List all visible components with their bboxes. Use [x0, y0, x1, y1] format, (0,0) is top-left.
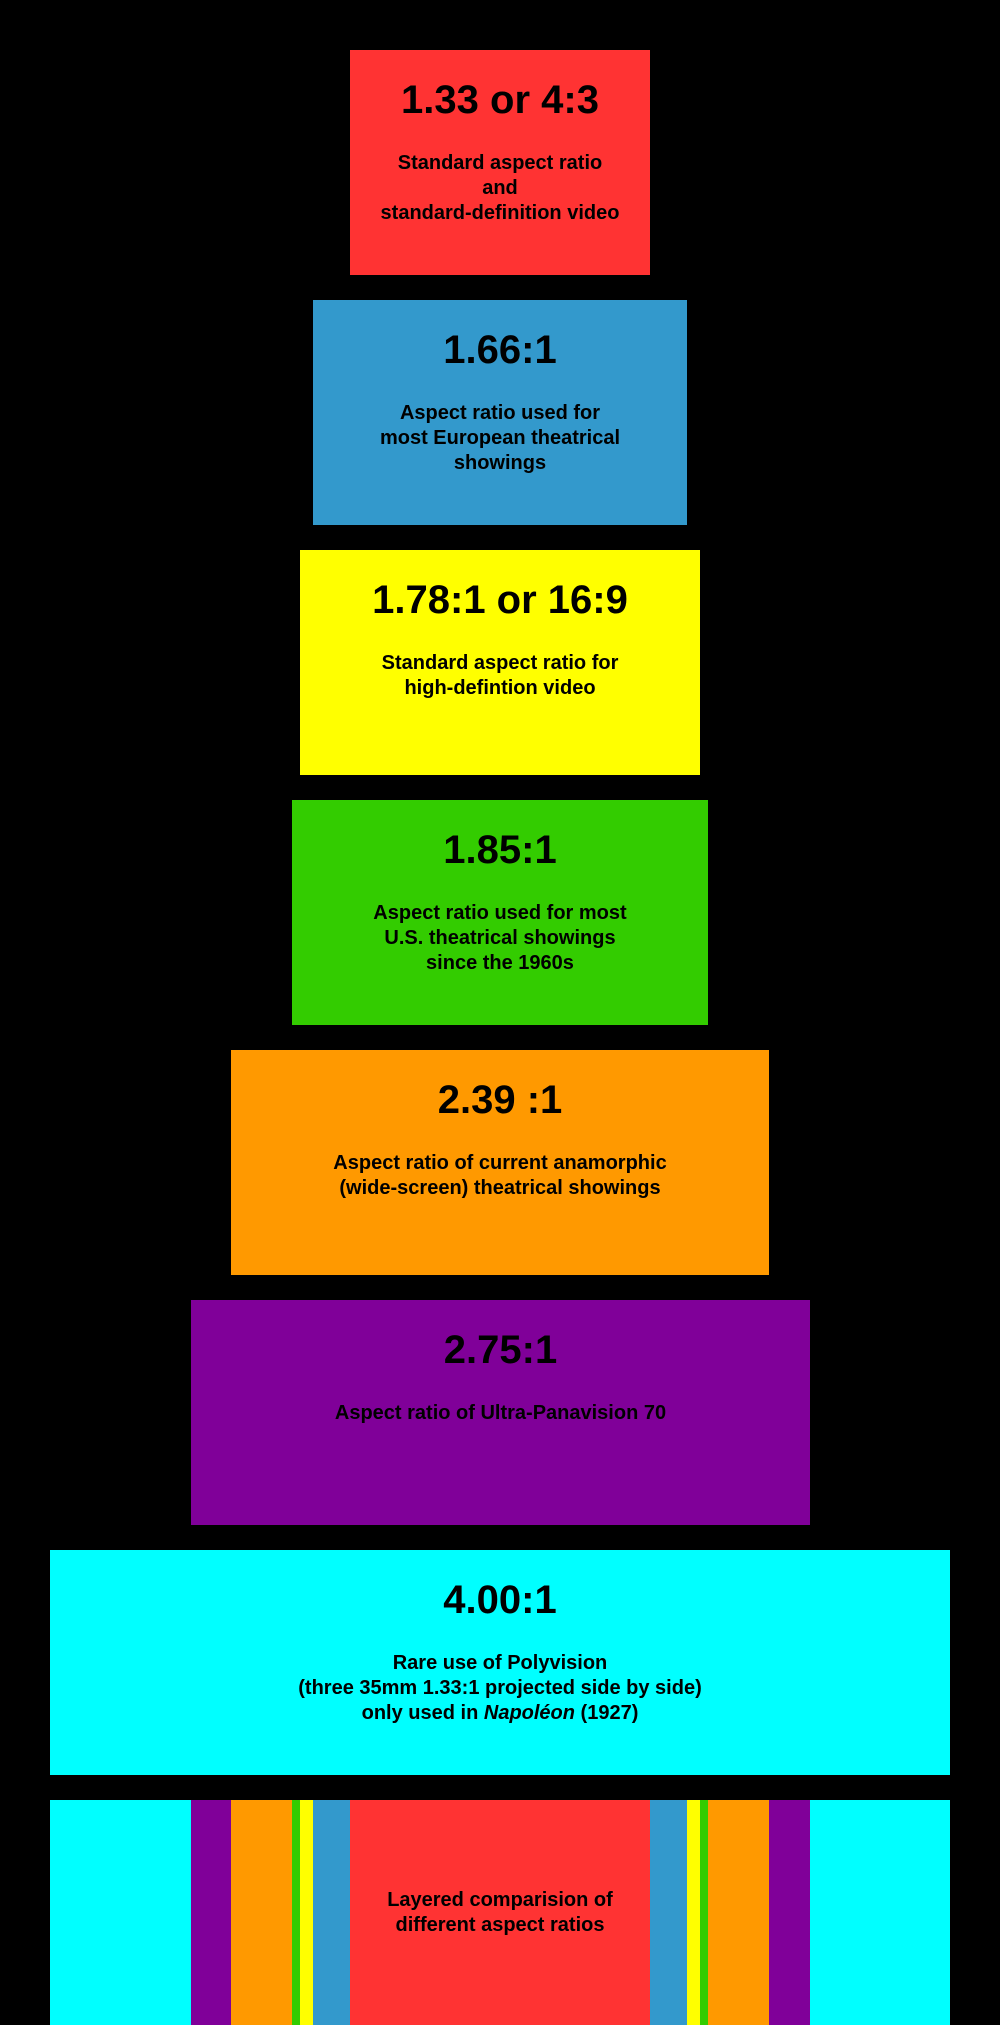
ratio-16-9-desc: Standard aspect ratio forhigh-defintion …: [382, 651, 619, 701]
ratio-1-85-title: 1.85:1: [443, 828, 556, 873]
ratio-4-00-desc: Rare use of Polyvision(three 35mm 1.33:1…: [298, 1651, 702, 1726]
ratio-2-75-desc: Aspect ratio of Ultra-Panavision 70: [335, 1401, 666, 1426]
ratio-4-00-title: 4.00:1: [443, 1578, 556, 1623]
ratio-1-66: 1.66:1 Aspect ratio used formost European…: [313, 300, 687, 525]
layered-comparison-desc: Layered comparision ofdifferent aspect r…: [387, 1888, 613, 1938]
ratio-2-39-title: 2.39 :1: [438, 1078, 563, 1123]
ratio-1-66-desc: Aspect ratio used formost European theat…: [380, 401, 620, 476]
ratio-4-3-desc: Standard aspect ratioandstandard-definit…: [381, 151, 620, 226]
ratio-1-85-desc: Aspect ratio used for mostU.S. theatrica…: [373, 901, 626, 976]
ratio-2-39: 2.39 :1 Aspect ratio of current anamorphi…: [231, 1050, 769, 1275]
ratio-2-75: 2.75:1 Aspect ratio of Ultra-Panavision 7…: [191, 1300, 810, 1525]
aspect-ratio-diagram: 1.33 or 4:3 Standard aspect ratioandstand…: [0, 0, 1000, 1999]
ratio-4-3-title: 1.33 or 4:3: [401, 78, 599, 123]
ratio-4-3: 1.33 or 4:3 Standard aspect ratioandstand…: [350, 50, 650, 275]
ratio-1-85: 1.85:1 Aspect ratio used for mostU.S. the…: [292, 800, 708, 1025]
ratio-16-9-title: 1.78:1 or 16:9: [372, 578, 628, 623]
ratio-4-00: 4.00:1 Rare use of Polyvision(three 35mm …: [50, 1550, 950, 1775]
ratio-2-75-title: 2.75:1: [444, 1328, 557, 1373]
ratio-16-9: 1.78:1 or 16:9 Standard aspect ratio forh…: [300, 550, 700, 775]
layered-comparison: Layered comparision ofdifferent aspect r…: [50, 1800, 950, 2025]
ratio-1-66-title: 1.66:1: [443, 328, 556, 373]
ratio-2-39-desc: Aspect ratio of current anamorphic(wide-…: [333, 1151, 666, 1201]
